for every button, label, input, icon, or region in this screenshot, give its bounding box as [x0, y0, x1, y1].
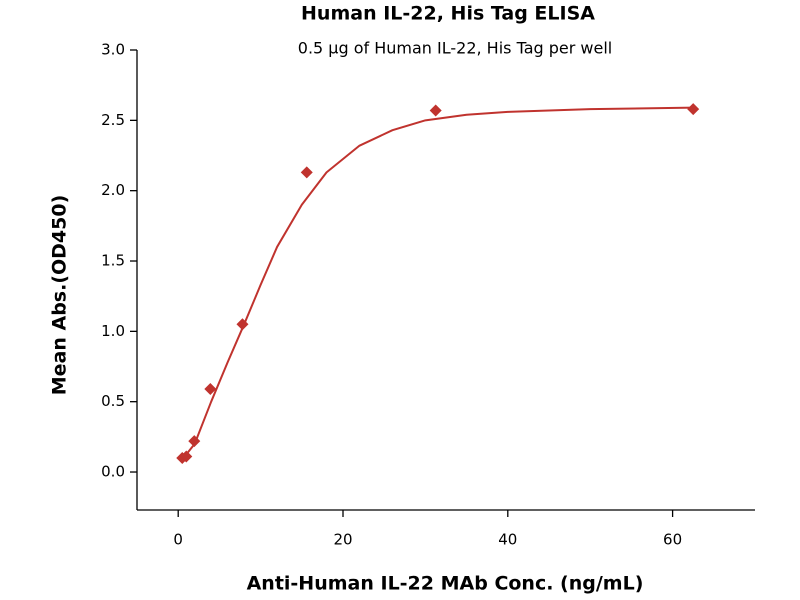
chart-title: Human IL-22, His Tag ELISA: [301, 3, 595, 25]
y-tick-label: 0.5: [101, 392, 125, 410]
data-point: [236, 318, 249, 331]
x-axis-label: Anti-Human IL-22 MAb Conc. (ng/mL): [247, 573, 644, 595]
x-tick-label: 0: [173, 531, 183, 549]
x-tick-label: 20: [333, 531, 352, 549]
y-tick-label: 1.5: [101, 252, 125, 270]
y-tick-label: 3.0: [101, 41, 125, 59]
data-point: [204, 383, 217, 396]
y-tick-label: 0.0: [101, 463, 125, 481]
chart-subtitle: 0.5 μg of Human IL-22, His Tag per well: [298, 39, 612, 58]
y-tick-label: 2.5: [101, 111, 125, 129]
y-tick-label: 2.0: [101, 181, 125, 199]
data-point: [687, 103, 700, 116]
data-point: [180, 450, 193, 463]
data-point: [300, 166, 313, 179]
x-tick-label: 60: [663, 531, 682, 549]
y-axis-label: Mean Abs.(OD450): [49, 195, 71, 396]
x-tick-label: 40: [498, 531, 517, 549]
data-point: [429, 104, 442, 117]
fit-curve: [181, 106, 694, 460]
y-tick-label: 1.0: [101, 322, 125, 340]
data-point: [188, 435, 201, 448]
